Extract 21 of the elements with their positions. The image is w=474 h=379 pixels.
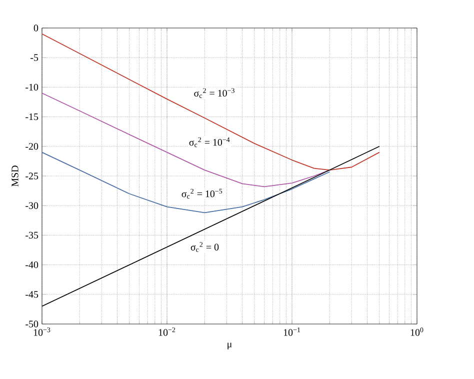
y-tick-label: -15 [26,113,38,120]
x-tick-label: 10$^{−1}$ [284,328,300,336]
y-tick-label: -20 [26,143,38,150]
x-tick-label: 10$^{−2}$ [158,328,176,336]
annotation: σ$_{c}$$^{2}$ = 10$^{−4}$ [189,137,230,148]
y-axis-title: MSD [12,166,18,187]
y-tick-label: -40 [26,261,38,268]
annotation: σ$_{c}$$^{2}$ = 10$^{−5}$ [182,188,222,199]
y-tick-label: -45 [26,291,38,298]
y-tick-label: -25 [26,172,38,180]
x-tick-label: 10$^{0}$ [410,328,424,336]
y-tick-label: -5 [30,54,38,61]
x-tick-label: 10$^{−3}$ [34,328,50,336]
x-axis-title: μ [228,342,232,350]
y-tick-label: -30 [26,202,38,209]
annotation: σ$_{c}$$^{2}$ = 10$^{−3}$ [194,88,234,98]
y-tick-label: 0 [34,24,38,32]
y-tick-label: -35 [26,232,38,239]
y-tick-label: -50 [26,320,38,328]
annotation: σ$_{c}$$^{2}$ = 0 [190,242,219,252]
y-tick-label: -10 [26,84,38,91]
